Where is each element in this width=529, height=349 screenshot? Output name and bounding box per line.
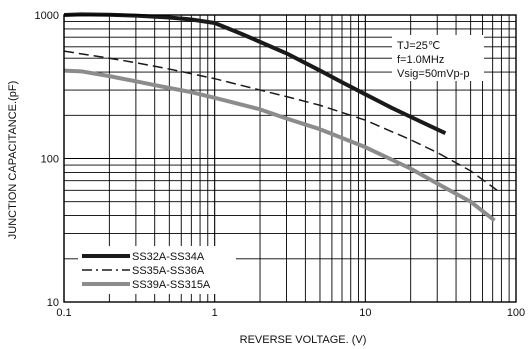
- plot-frame: [63, 14, 517, 303]
- annotation-line-frequency: f=1.0MHz: [397, 54, 444, 66]
- y-axis-title: JUNCTION CAPACITANCE.(pF): [7, 81, 19, 240]
- plot-border: [63, 14, 517, 303]
- annotation-background: [392, 35, 484, 81]
- series-line-ss35a-ss36a: [63, 50, 498, 191]
- annotation-line-signal: Vsig=50mVp-p: [397, 68, 469, 80]
- x-tick-label: 100: [507, 307, 525, 319]
- series-line-ss39a-ss315a: [63, 68, 496, 223]
- x-tick-label: 10: [359, 307, 371, 319]
- x-tick-label: 1: [212, 307, 218, 319]
- legend-label-ss32a-ss34a: SS32A-SS34A: [132, 251, 205, 263]
- grid-layer: [63, 15, 516, 303]
- y-tick-label: 100: [41, 154, 59, 166]
- conditions-annotation: TJ=25℃ f=1.0MHz Vsig=50mVp-p: [392, 35, 484, 81]
- annotation-line-temperature: TJ=25℃: [397, 40, 440, 52]
- tick-labels: 0.1 1 10 100 10 100 1000: [35, 10, 526, 319]
- legend-label-ss39a-ss315a: SS39A-SS315A: [132, 279, 211, 291]
- y-tick-label: 1000: [35, 10, 59, 22]
- legend: SS32A-SS34A SS35A-SS36A SS39A-SS315A: [78, 246, 236, 294]
- x-axis-title: REVERSE VOLTAGE. (V): [240, 334, 367, 346]
- x-tick-label: 0.1: [56, 307, 71, 319]
- legend-label-ss35a-ss36a: SS35A-SS36A: [132, 265, 205, 277]
- y-tick-label: 10: [47, 297, 59, 309]
